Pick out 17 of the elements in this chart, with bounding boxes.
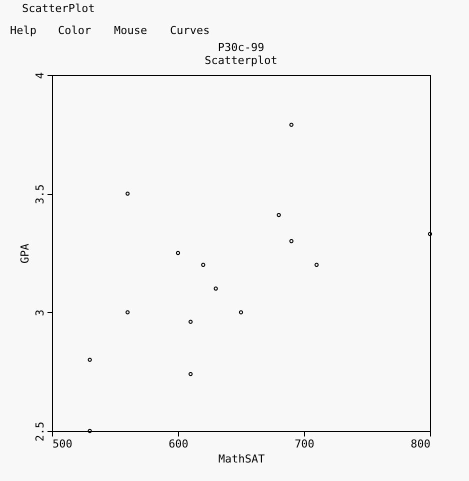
chart-title: P30c-99 bbox=[218, 41, 264, 54]
x-axis-title: MathSAT bbox=[218, 452, 266, 466]
text: Curves bbox=[170, 24, 210, 37]
text: Color bbox=[58, 24, 92, 37]
text: Help bbox=[10, 24, 36, 37]
chart-subtitle: Scatterplot bbox=[204, 54, 278, 67]
y-tick-label: 4 bbox=[34, 72, 46, 79]
text: Mouse bbox=[114, 24, 148, 37]
text: ScatterPlot bbox=[22, 2, 95, 15]
x-tick-label: 600 bbox=[168, 438, 188, 450]
x-tick-label: 500 bbox=[52, 438, 72, 450]
y-tick-label: 3 bbox=[34, 310, 46, 316]
y-tick-label: 3.5 bbox=[34, 184, 46, 204]
x-tick-label: 700 bbox=[294, 438, 314, 450]
y-axis-title: GPA bbox=[18, 243, 32, 264]
y-tick-label: 2.5 bbox=[34, 422, 46, 442]
x-tick-label: 800 bbox=[410, 438, 430, 450]
